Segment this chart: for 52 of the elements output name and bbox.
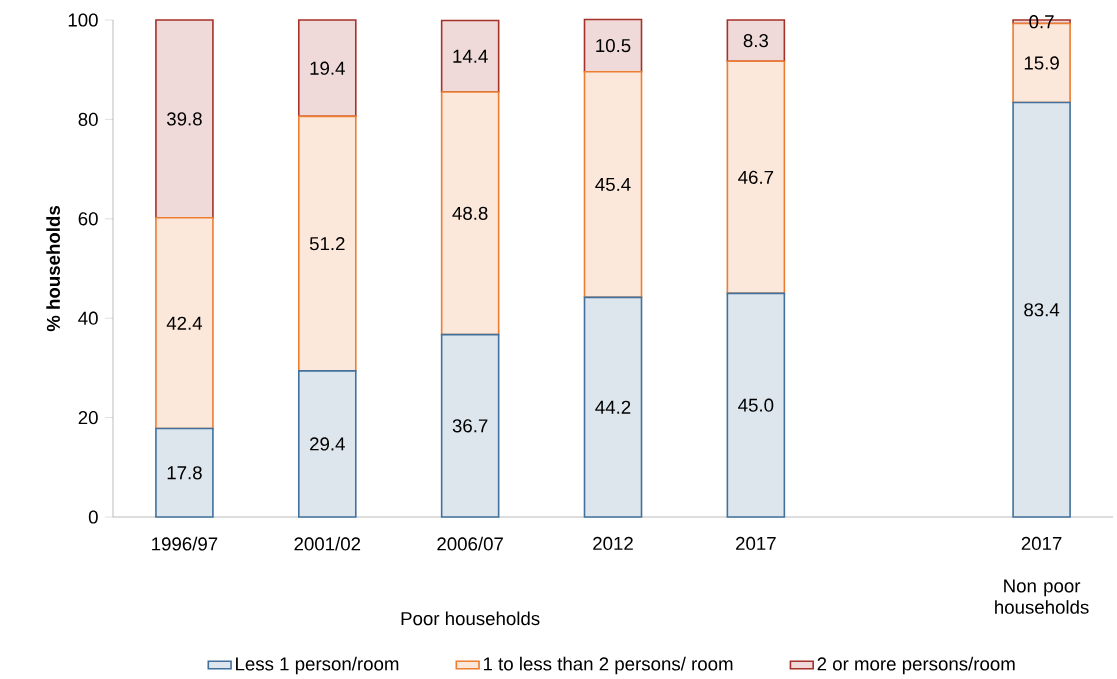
data-label: 14.4 (453, 49, 488, 63)
text: Non poor households (995, 579, 1089, 614)
legend-label: Less 1 person/room (236, 656, 399, 675)
legend-label: 2 or more persons/room (817, 656, 1015, 675)
data-label: 45.4 (595, 177, 631, 192)
y-tick-label: 40 (78, 311, 98, 325)
data-label: 17.8 (167, 466, 202, 480)
data-label: 45.0 (738, 398, 774, 412)
y-tick-label: 100 (68, 13, 98, 27)
bar (297, 115, 357, 372)
y-tick-label: 60 (78, 212, 98, 226)
bar (1012, 101, 1071, 518)
bar (297, 370, 357, 518)
bar (155, 427, 214, 518)
data-label: 36.7 (452, 419, 488, 433)
bar (583, 18, 643, 73)
data-label: 51.2 (309, 237, 345, 251)
data-label: 42.4 (166, 316, 203, 330)
legend-label: 1 to less than 2 persons/ room (483, 656, 733, 675)
x-tick-label: 1996/97 (152, 536, 218, 551)
bar (440, 19, 500, 93)
data-label: 39.8 (166, 112, 202, 126)
y-tick-label: 80 (78, 112, 98, 127)
bar (440, 333, 500, 518)
bar (297, 19, 357, 118)
bar (583, 296, 643, 518)
data-label: 8.3 (743, 34, 769, 48)
data-label: 29.4 (310, 437, 345, 451)
x-tick-label: 2012 (593, 536, 633, 551)
data-label: 0.7 (1029, 15, 1054, 29)
x-tick-label: 2017 (1021, 536, 1062, 551)
data-label: 44.2 (595, 400, 631, 414)
data-label: 83.4 (1024, 303, 1060, 317)
text: Poor households (401, 611, 540, 626)
x-tick-label: 2006/07 (437, 536, 503, 551)
data-label: 15.9 (1024, 56, 1059, 70)
y-tick-label: 0 (88, 510, 98, 524)
bar (583, 70, 643, 299)
y-axis-title: % households (46, 206, 60, 332)
data-label: 48.8 (452, 206, 488, 220)
bar (155, 217, 214, 430)
y-tick-label: 20 (78, 410, 98, 425)
data-label: 46.7 (738, 170, 774, 184)
data-label: 10.5 (596, 38, 631, 53)
bar (440, 91, 500, 336)
x-tick-label: 2001/02 (294, 536, 361, 551)
bar (155, 19, 214, 219)
bar (726, 19, 786, 63)
x-tick-label: 2017 (736, 536, 776, 551)
data-label: 19.4 (310, 61, 345, 75)
bar (726, 60, 786, 295)
bar (726, 292, 786, 518)
